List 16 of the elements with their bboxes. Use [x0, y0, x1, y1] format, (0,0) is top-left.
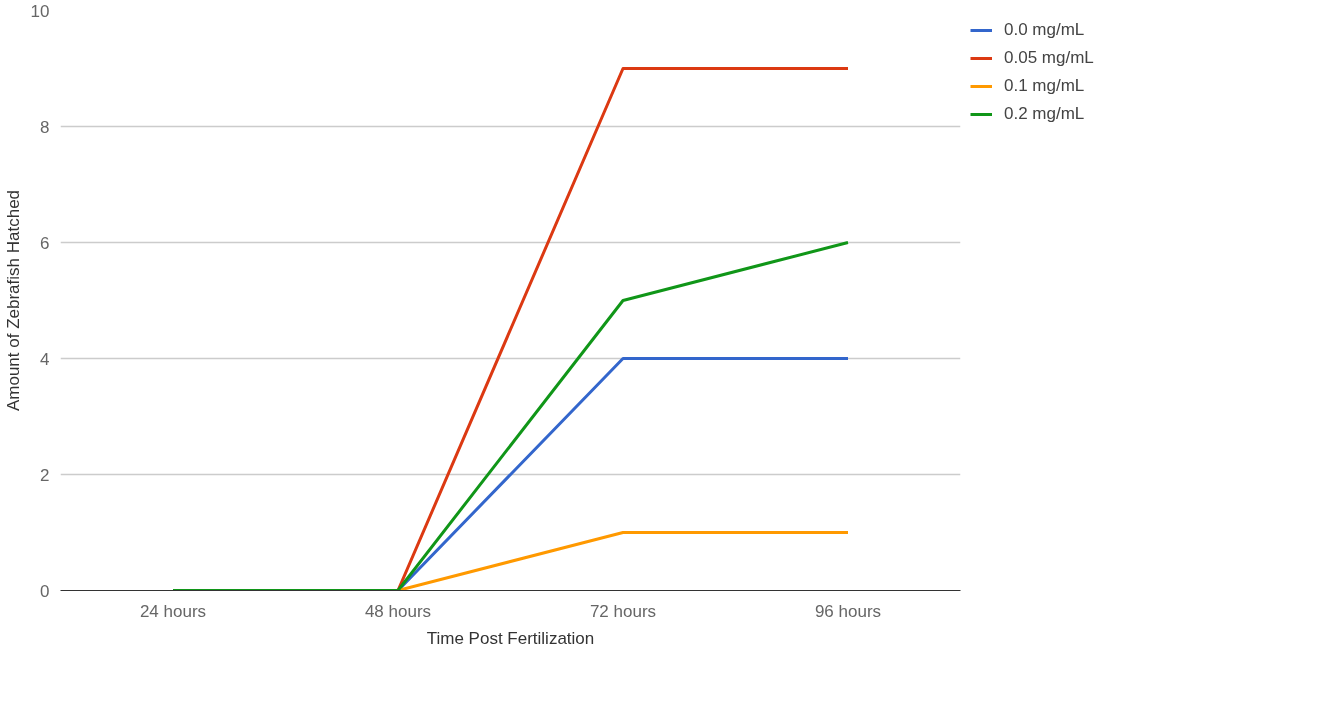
y-axis-title: Amount of Zebrafish Hatched [3, 189, 23, 412]
y-tick-label: 2 [40, 465, 50, 485]
legend-label: 0.05 mg/mL [1004, 48, 1094, 68]
legend-label: 0.1 mg/mL [1004, 76, 1085, 96]
x-tick-label: 96 hours [814, 601, 882, 621]
y-tick-label: 0 [40, 581, 50, 601]
y-tick-label: 6 [40, 233, 50, 253]
x-axis-title: Time Post Fertilization [426, 628, 595, 648]
x-tick-label: 24 hours [139, 601, 207, 621]
y-tick-label: 8 [40, 117, 50, 137]
x-tick-label: 48 hours [364, 601, 432, 621]
x-tick-label: 72 hours [589, 601, 657, 621]
legend-label: 0.0 mg/mL [1004, 20, 1085, 40]
y-tick-label: 10 [30, 1, 50, 21]
y-tick-label: 4 [40, 349, 50, 369]
legend-label: 0.2 mg/mL [1004, 104, 1085, 124]
